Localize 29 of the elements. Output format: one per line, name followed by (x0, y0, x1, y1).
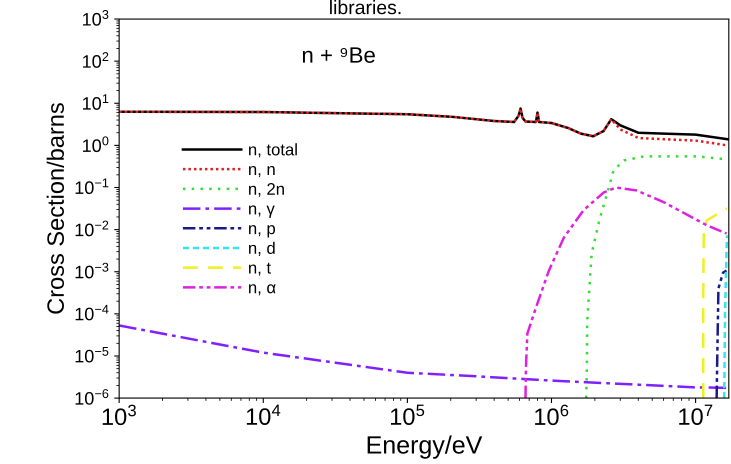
x-axis-title: Energy/eV (368, 435, 482, 459)
legend-label: n, α (249, 284, 276, 296)
annotation: n + ⁹Be (302, 47, 375, 63)
y-tick-label: 10$^{3}$ (83, 10, 108, 26)
y-axis-title: Cross Section/barns (46, 103, 64, 314)
x-tick-label: 10$^{5}$ (390, 404, 424, 425)
y-tick-label: 10$^{−1}$ (76, 178, 108, 194)
legend-label: n, d (249, 242, 275, 256)
x-tick-label: 10$^{4}$ (246, 404, 280, 425)
legend-label: n, t (249, 262, 271, 276)
y-tick-label: 10$^{−5}$ (76, 347, 108, 363)
legend-label: n, 2n (249, 183, 284, 197)
y-tick-label: 10$^{−2}$ (76, 220, 108, 236)
y-tick-label: 10$^{0}$ (83, 136, 108, 152)
legend-label: n, p (249, 225, 276, 238)
line-series (702, 207, 728, 398)
y-tick-label: 10$^{2}$ (83, 52, 108, 68)
legend-label: n, γ (249, 205, 275, 218)
x-tick-label: 10$^{7}$ (679, 404, 712, 425)
x-tick-label: 10$^{3}$ (102, 404, 136, 426)
legend-label: n, n (249, 166, 275, 178)
chart-title: libraries. (330, 0, 400, 14)
x-tick-label: 10$^{6}$ (535, 404, 568, 426)
y-tick-label: 10$^{−4}$ (76, 304, 109, 320)
line-series (715, 269, 728, 398)
y-tick-label: 10$^{−3}$ (76, 262, 108, 278)
y-tick-label: 10$^{1}$ (83, 94, 108, 110)
legend-label: n, total (249, 143, 297, 158)
y-tick-label: 10$^{−6}$ (76, 389, 108, 405)
